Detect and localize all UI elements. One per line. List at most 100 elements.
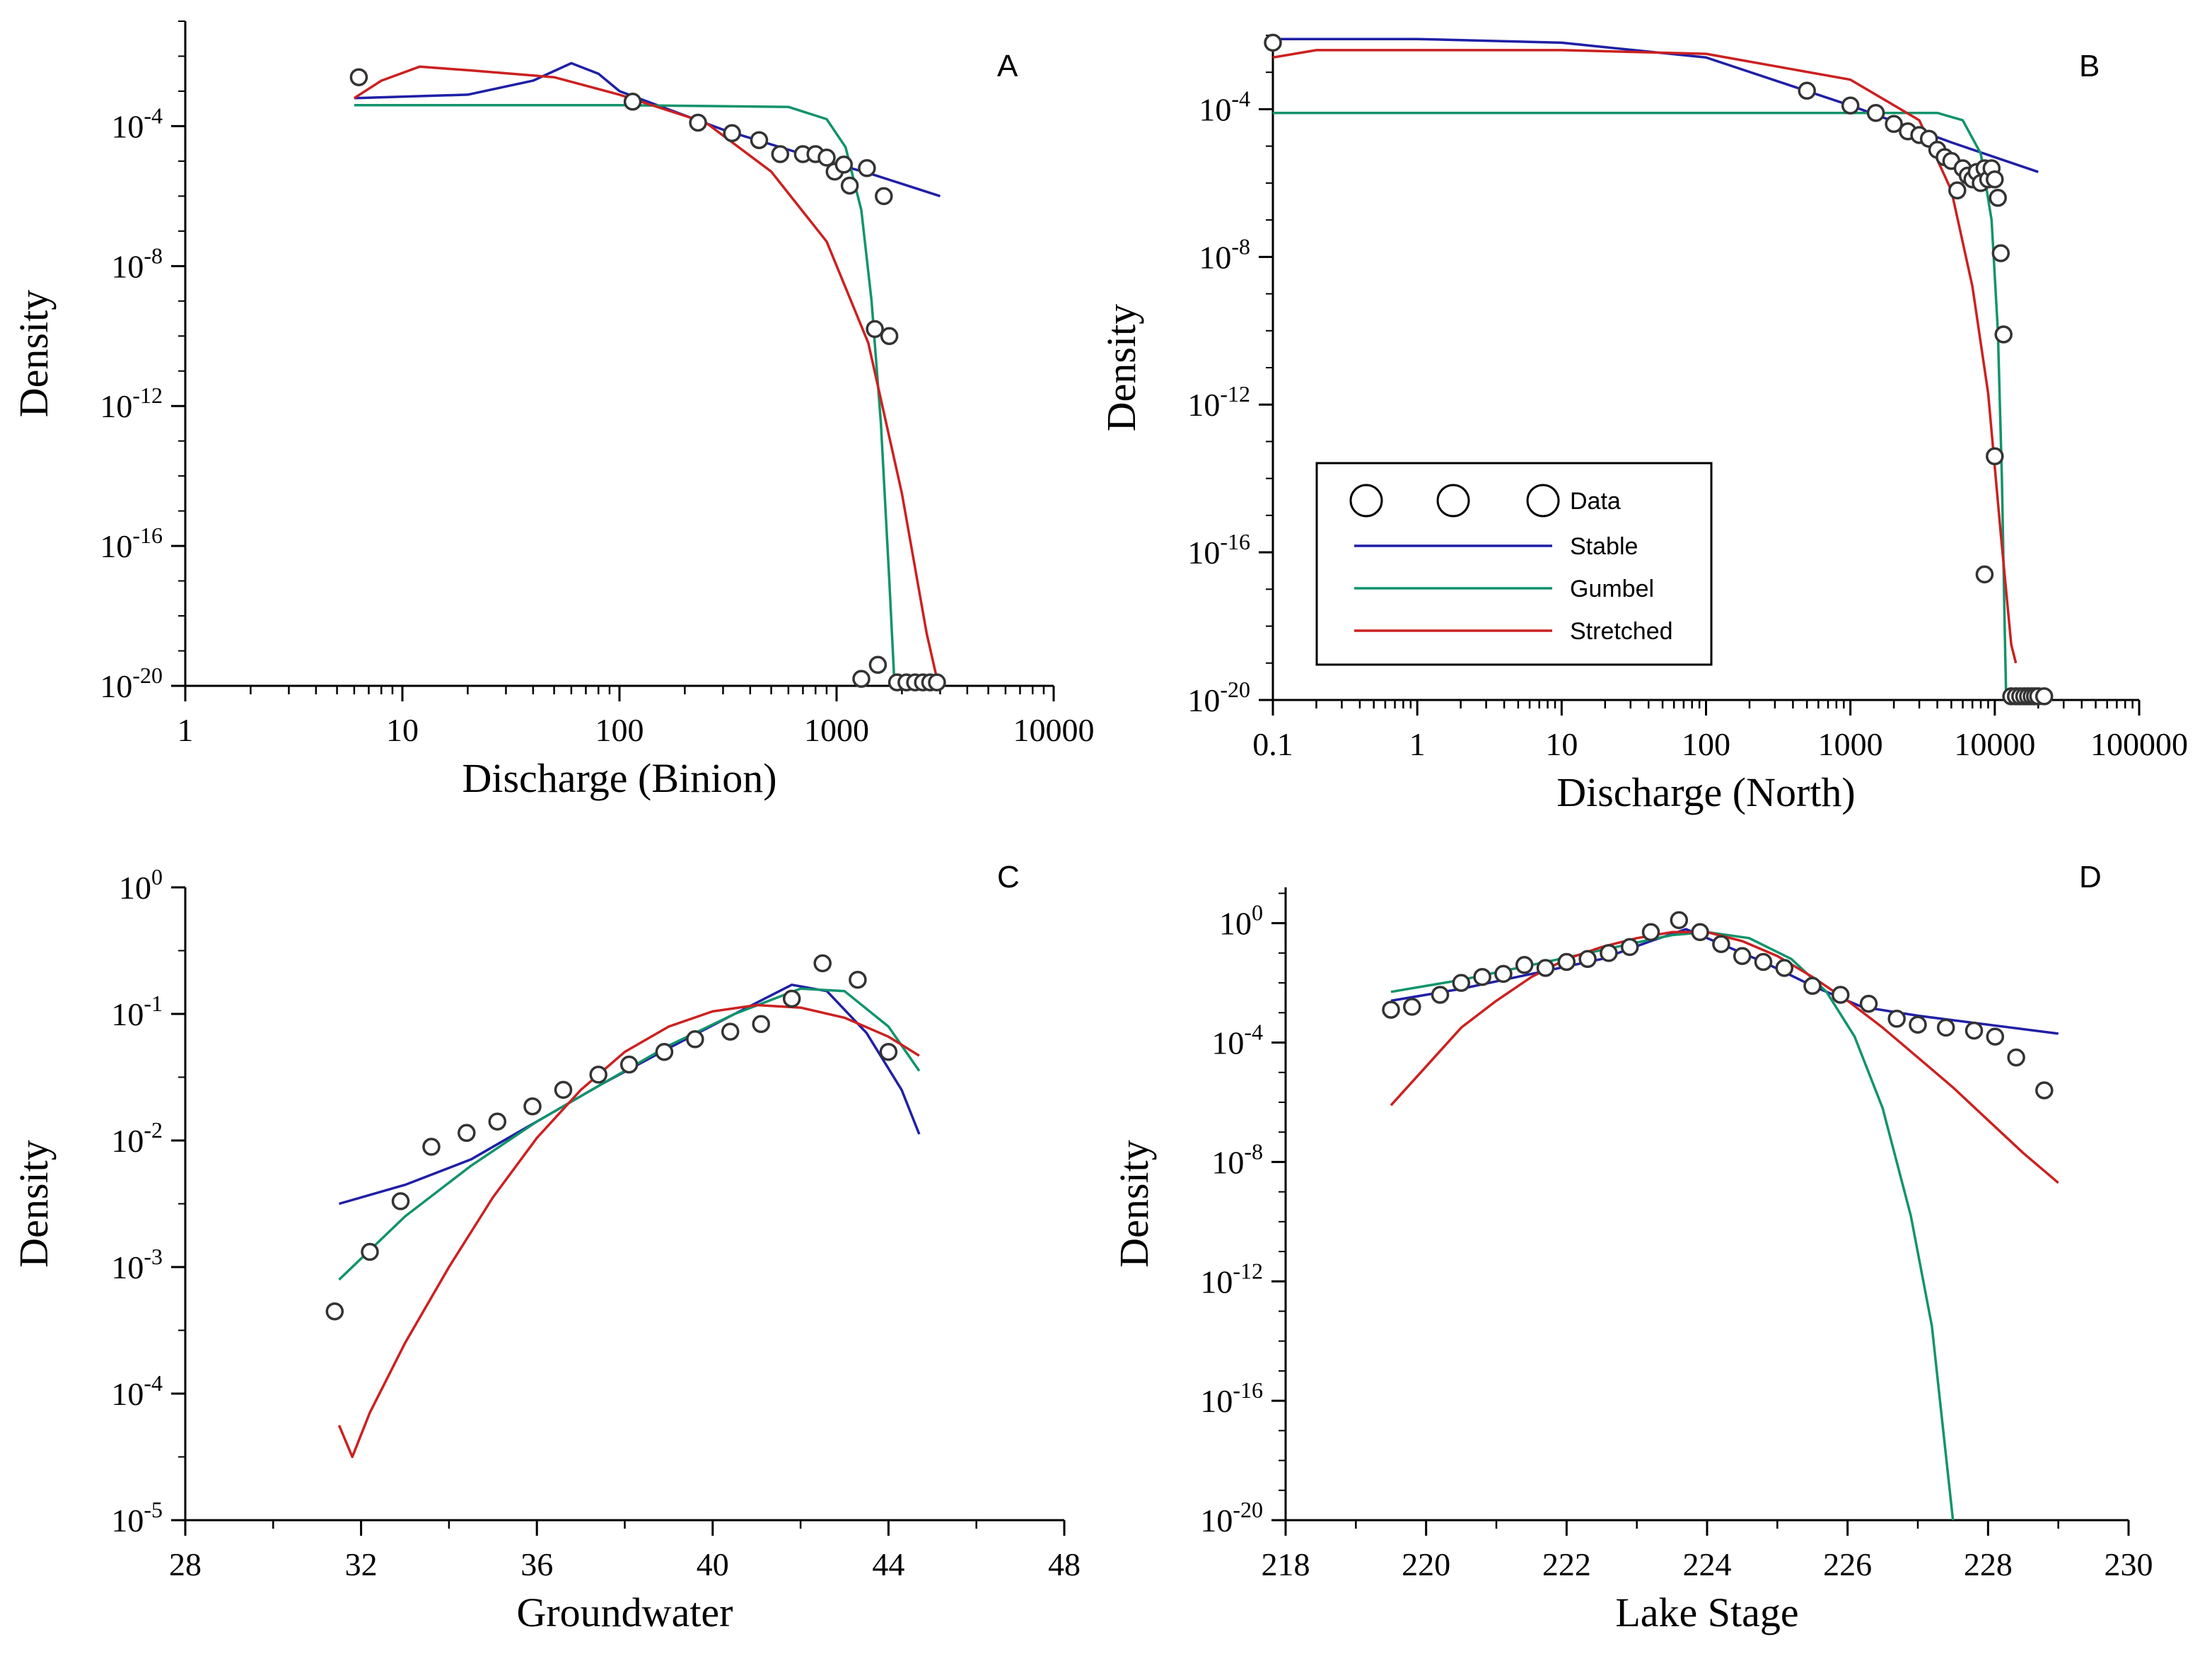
data-point <box>817 148 836 167</box>
panel-label: A <box>997 49 1018 83</box>
data-point <box>1936 1018 1955 1037</box>
y-tick-label: 10-2 <box>111 1117 163 1159</box>
data-point <box>858 159 876 177</box>
x-tick-label: 220 <box>1402 1546 1450 1582</box>
y-tick-label: 10-5 <box>111 1497 163 1539</box>
data-point <box>1803 976 1822 996</box>
data-point <box>689 113 707 132</box>
data-point <box>686 1030 704 1049</box>
legend-gumbel-label: Gumbel <box>1570 576 1654 602</box>
data-point <box>750 131 769 149</box>
panel-label: C <box>997 860 1020 894</box>
panel-b: 0.1 1 10 100 1000 10000 100000 10-4 10-8 10-12 10-… <box>1098 33 2188 815</box>
data-point <box>361 1242 379 1261</box>
data-point <box>655 1042 674 1061</box>
x-tick-label: 48 <box>1048 1546 1081 1582</box>
legend-data-marker <box>1526 484 1560 518</box>
data-point <box>1578 950 1597 969</box>
x-axis-title: Discharge (Binion) <box>462 755 776 801</box>
data-point <box>1691 923 1709 942</box>
data-point <box>875 187 893 206</box>
data-point <box>1986 1027 2005 1046</box>
data-point <box>1515 956 1534 974</box>
y-axis-title: Density <box>11 290 57 417</box>
data-point <box>1986 447 2004 466</box>
x-tick-label: 1 <box>177 712 194 748</box>
data-point <box>1948 181 1967 200</box>
y-tick-label: 10-16 <box>100 523 163 564</box>
x-axis-title: Lake Stage <box>1615 1589 1798 1635</box>
data-point <box>1775 959 1794 977</box>
y-tick-label: 10-12 <box>1200 1258 1263 1300</box>
x-tick-label: 36 <box>520 1546 553 1582</box>
series-stable-line <box>339 984 921 1206</box>
data-point <box>1964 1021 1984 1040</box>
x-tick-label: 218 <box>1262 1546 1310 1582</box>
x-tick-label: 228 <box>1964 1546 2013 1582</box>
data-point <box>1975 565 1994 584</box>
data-point <box>879 1042 898 1061</box>
x-axis-title: Discharge (North) <box>1556 769 1856 815</box>
series-gumbel-line <box>354 103 896 686</box>
data-point <box>1712 935 1730 953</box>
data-point <box>325 1302 344 1321</box>
data-point <box>1620 938 1639 957</box>
data-point <box>1841 96 1860 115</box>
data-point <box>1991 244 2010 262</box>
data-point <box>1798 81 1816 100</box>
series-gumbel-line <box>1390 930 1955 1520</box>
y-axis-title: Density <box>1111 1140 1157 1267</box>
x-tick-label: 10000 <box>1013 712 1095 748</box>
x-tick-label: 100 <box>595 712 644 748</box>
data-point <box>1754 952 1773 971</box>
data-point <box>1994 325 2013 344</box>
y-tick-label: 10-12 <box>100 383 163 424</box>
x-tick-label: 226 <box>1823 1546 1872 1582</box>
y-tick-label: 10-20 <box>1187 677 1250 718</box>
x-tick-label: 222 <box>1542 1546 1591 1582</box>
panel-label: D <box>2079 860 2102 894</box>
data-point <box>458 1124 476 1143</box>
data-point <box>391 1192 410 1210</box>
data-point <box>1557 952 1576 971</box>
y-tick-label: 10-8 <box>1211 1138 1263 1180</box>
y-tick-label: 100 <box>119 864 163 906</box>
data-point <box>840 176 859 195</box>
x-tick-label: 32 <box>345 1546 378 1582</box>
legend-stable-label: Stable <box>1570 533 1638 560</box>
data-point <box>1733 947 1752 965</box>
y-tick-label: 10-8 <box>111 243 163 284</box>
y-tick-label: 10-4 <box>1211 1020 1263 1061</box>
data-point <box>1600 944 1618 962</box>
data-point <box>1536 959 1555 977</box>
data-point <box>1887 1010 1906 1028</box>
panel-label: B <box>2079 49 2100 83</box>
y-tick-label: 100 <box>1219 900 1263 942</box>
y-axis-title: Density <box>11 1140 57 1267</box>
data-point <box>1494 964 1513 984</box>
data-point <box>554 1080 573 1099</box>
data-point <box>834 156 854 174</box>
series-stretched-line <box>1273 49 2018 664</box>
data-point <box>523 1097 542 1116</box>
data-point <box>2035 687 2054 706</box>
y-tick-label: 10-3 <box>111 1244 163 1285</box>
y-tick-label: 10-16 <box>1187 529 1250 571</box>
x-tick-label: 40 <box>697 1546 729 1582</box>
data-point <box>849 970 867 989</box>
data-point <box>2007 1048 2025 1067</box>
data-point <box>623 93 642 111</box>
data-point <box>1403 998 1421 1016</box>
y-tick-label: 10-20 <box>1200 1497 1263 1539</box>
data-point <box>488 1112 507 1131</box>
y-tick-label: 10-4 <box>111 1370 163 1412</box>
data-point <box>771 145 790 163</box>
x-tick-label: 230 <box>2105 1546 2153 1582</box>
y-tick-label: 10-8 <box>1199 233 1250 275</box>
x-tick-label: 100000 <box>2090 726 2188 762</box>
x-tick-label: 28 <box>169 1546 202 1582</box>
data-point <box>1452 974 1471 992</box>
x-tick-label: 0.1 <box>1252 726 1293 762</box>
y-tick-label: 10-4 <box>111 103 163 144</box>
